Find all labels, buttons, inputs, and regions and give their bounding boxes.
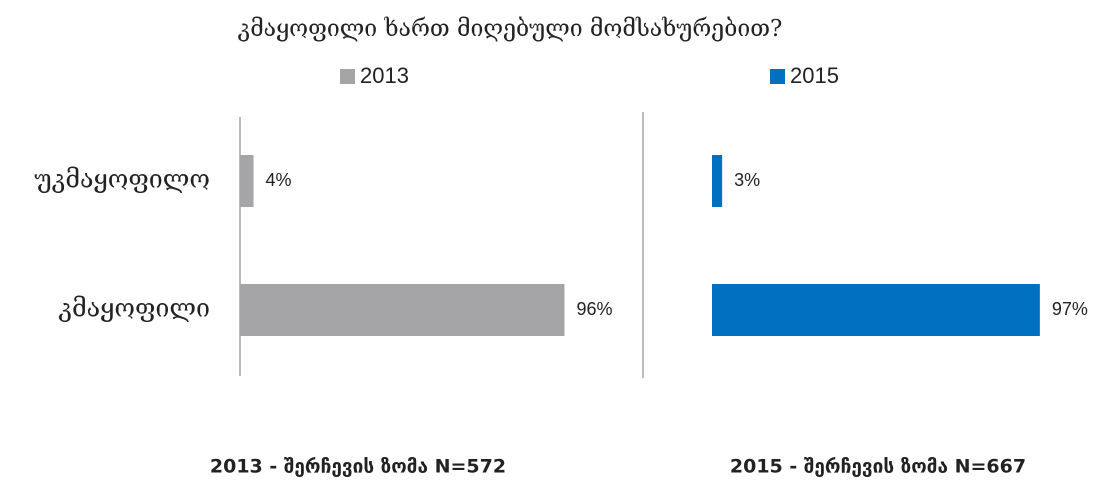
- value-label: 97%: [1052, 299, 1088, 319]
- category-label: კმაყოფილი: [58, 294, 210, 323]
- legend-swatch: [340, 69, 355, 84]
- caption: 2015 - შერჩევის ზომა N=667: [730, 456, 1026, 478]
- value-label: 96%: [576, 299, 612, 319]
- legend-label: 2015: [790, 63, 839, 88]
- value-label: 3%: [734, 170, 760, 190]
- legend-swatch: [770, 69, 785, 84]
- legend-label: 2013: [360, 63, 409, 88]
- bar: [240, 155, 254, 207]
- bar: [240, 284, 565, 336]
- category-label: უკმაყოფილო: [34, 165, 210, 194]
- bar: [712, 155, 723, 207]
- value-label: 4%: [266, 170, 292, 190]
- caption: 2013 - შერჩევის ზომა N=572: [210, 456, 506, 478]
- chart-title: კმაყოფილი ხართ მიღებული მომსახურებით?: [238, 16, 783, 42]
- bar: [712, 284, 1040, 336]
